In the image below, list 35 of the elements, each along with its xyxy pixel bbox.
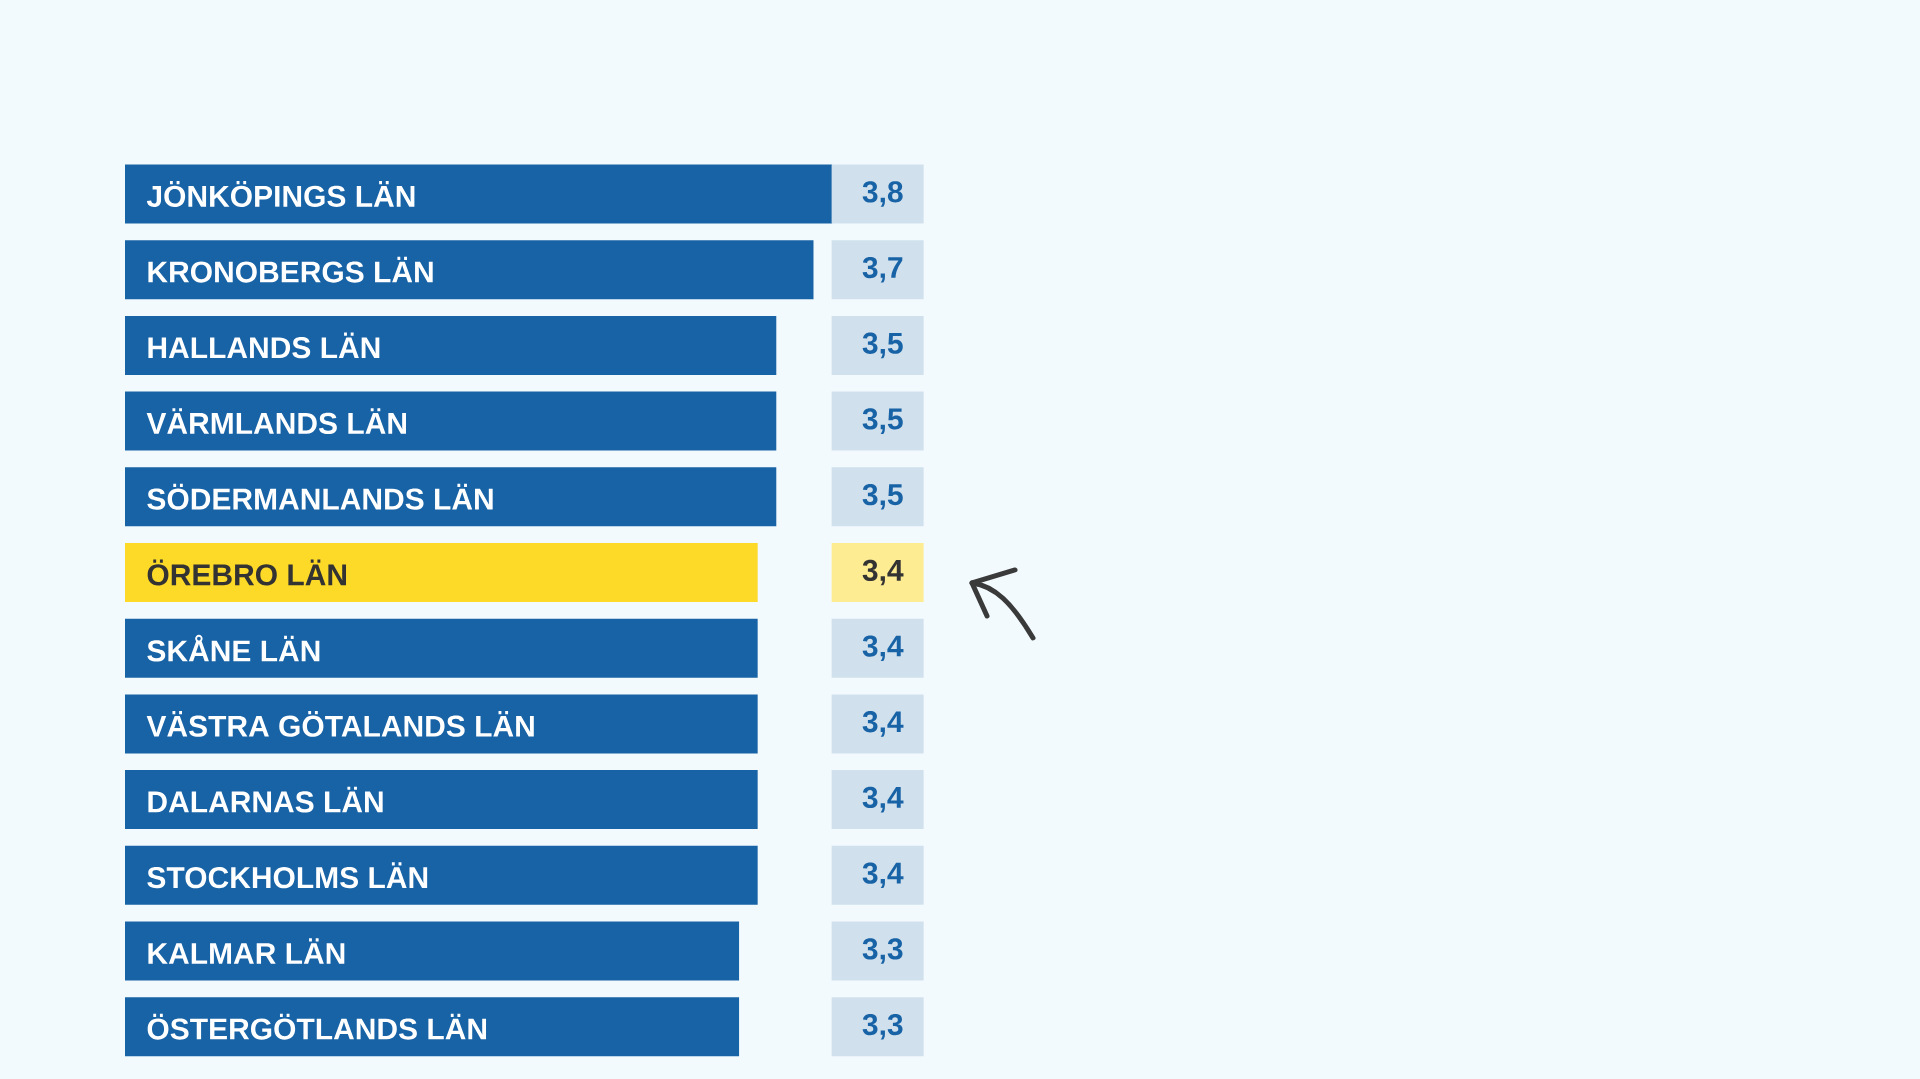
bar [125,240,814,300]
bar [125,391,777,451]
data-label: 3,4 [862,559,904,586]
data-label: 3,3 [862,1013,903,1040]
data-label: 3,4 [862,786,904,813]
y-tick-label: ÖSTERGÖTLANDS LÄN [147,1013,487,1040]
y-tick-label: DALARNAS LÄN [148,786,383,813]
bar [125,770,758,830]
bar [125,997,740,1057]
data-label: 3,7 [862,256,903,283]
y-tick-label: VÄRMLANDS LÄN [146,408,406,435]
y-tick-label: KALMAR LÄN [148,938,345,964]
y-tick-label: JÖNKÖPINGS LÄN [146,181,415,207]
y-tick-label: SÖDERMANLANDS LÄN [147,483,493,510]
data-label: 3,5 [862,332,903,359]
y-tick-label: KRONOBERGS LÄN [148,256,433,283]
bar [125,845,758,905]
bar [125,315,777,375]
y-tick-label: STOCKHOLMS LÄN [147,862,428,889]
data-label: 3,8 [862,181,903,207]
y-tick-label: VÄSTRA GÖTALANDS LÄN [146,710,534,737]
data-label: 3,4 [862,635,904,661]
bar [125,467,777,527]
bar [125,921,740,981]
bar [125,542,758,602]
data-label: 3,4 [862,711,904,737]
bar [125,694,758,754]
y-tick-label: ÖREBRO LÄN [147,559,347,586]
data-label: 3,3 [862,938,903,964]
data-label: 3,5 [862,483,903,510]
bar [125,618,758,678]
data-label: 3,5 [862,408,903,434]
data-label: 3,4 [862,862,904,889]
y-tick-label: SKÅNE LÄN [147,634,320,662]
y-tick-label: HALLANDS LÄN [148,332,380,359]
